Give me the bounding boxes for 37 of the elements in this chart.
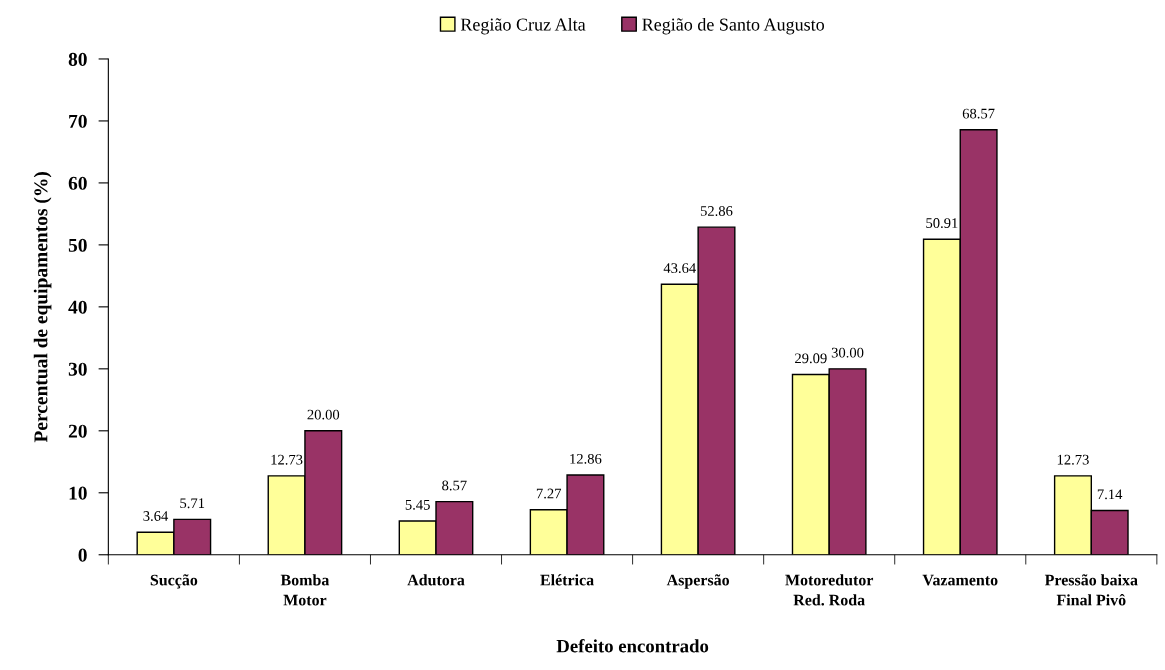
- data-label: 5.45: [405, 499, 430, 510]
- data-label: 7.14: [1097, 489, 1123, 500]
- y-tick-label: 80: [68, 52, 87, 66]
- data-label: 8.57: [442, 480, 467, 491]
- x-tick-label: Vazamento: [922, 574, 998, 586]
- x-tick-label: Aspersão: [666, 574, 730, 589]
- data-label: 52.86: [700, 206, 733, 216]
- legend-label: Região de Santo Augusto: [642, 17, 825, 35]
- data-label: 12.73: [1057, 454, 1089, 465]
- data-label: 30.00: [831, 347, 864, 358]
- x-tick-label: Elétrica: [540, 574, 594, 586]
- y-tick-label: 40: [68, 300, 87, 314]
- data-label: 3.64: [143, 511, 169, 521]
- legend-label: Região Cruz Alta: [460, 17, 586, 35]
- y-tick-label: 50: [68, 238, 87, 252]
- y-tick-label: 60: [68, 176, 87, 190]
- y-tick-label: 70: [69, 114, 87, 128]
- data-label: 12.73: [271, 454, 303, 465]
- data-label: 43.64: [663, 263, 696, 274]
- data-label: 50.91: [926, 218, 958, 229]
- y-axis-title: Percentual de equipamentos (%): [33, 172, 52, 443]
- data-label: 12.86: [570, 453, 602, 464]
- data-label: 5.71: [180, 498, 205, 509]
- x-tick-label: Adutora: [407, 574, 465, 586]
- x-tick-label: Motoredutor Red. Roda: [785, 574, 874, 606]
- data-label: 29.09: [795, 353, 827, 364]
- data-label: 7.27: [536, 488, 562, 499]
- x-axis-title: Defeito encontrado: [556, 639, 709, 653]
- y-tick-label: 0: [78, 548, 87, 562]
- data-label: 20.00: [307, 409, 340, 420]
- data-label: 68.57: [962, 108, 995, 119]
- y-tick-label: 20: [68, 424, 87, 438]
- y-tick-label: 30: [68, 362, 87, 376]
- x-tick-label: Sucção: [150, 574, 198, 589]
- x-tick-label: Bomba Motor: [280, 574, 330, 606]
- y-tick-label: 10: [69, 486, 87, 500]
- x-tick-label: Pressão baixa Final Pivô: [1044, 574, 1138, 606]
